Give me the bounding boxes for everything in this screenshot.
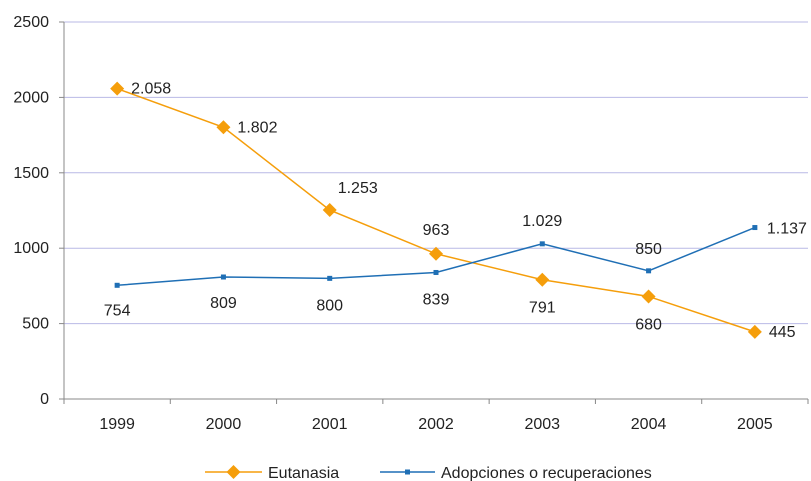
data-point bbox=[433, 269, 439, 275]
series-adopciones: 754 809 800 839 1.029 850 1.137 bbox=[104, 213, 807, 319]
data-label: 839 bbox=[423, 291, 450, 308]
data-point bbox=[747, 324, 762, 339]
data-label: 1.802 bbox=[237, 119, 277, 136]
data-label: 1.137 bbox=[767, 221, 807, 238]
data-label: 800 bbox=[316, 297, 343, 314]
x-tick-labels: 1999 2000 2001 2002 2003 2004 2005 bbox=[63, 399, 809, 433]
legend: Eutanasia Adopciones o recuperaciones bbox=[205, 465, 652, 481]
data-label: 850 bbox=[635, 241, 662, 258]
data-point bbox=[114, 282, 120, 288]
x-tick-label: 2003 bbox=[524, 416, 560, 433]
y-tick-label: 2500 bbox=[13, 14, 49, 31]
x-tick-label: 2005 bbox=[737, 416, 773, 433]
y-tick-label: 1000 bbox=[13, 240, 49, 257]
data-point bbox=[641, 289, 656, 304]
data-label: 1.253 bbox=[338, 180, 378, 197]
data-label: 2.058 bbox=[131, 81, 171, 98]
data-point bbox=[110, 81, 125, 96]
x-tick-label: 2004 bbox=[631, 416, 667, 433]
y-tick-labels: 0 500 1000 1500 2000 2500 bbox=[13, 14, 49, 408]
legend-label-eutanasia: Eutanasia bbox=[268, 465, 339, 481]
data-point bbox=[429, 246, 443, 261]
legend-label-adopciones: Adopciones o recuperaciones bbox=[441, 465, 652, 481]
legend-marker-eutanasia bbox=[226, 465, 241, 479]
x-tick-label: 2002 bbox=[418, 416, 454, 433]
data-point bbox=[327, 275, 333, 281]
data-label: 1.029 bbox=[522, 213, 562, 230]
data-label: 754 bbox=[104, 302, 131, 319]
data-point bbox=[322, 203, 337, 218]
data-label: 445 bbox=[769, 324, 796, 341]
data-point bbox=[539, 241, 545, 247]
series-group: 2.058 1.802 1.253 963 791 680 445 754 809 800 839 1… bbox=[104, 81, 807, 341]
legend-marker-adopciones bbox=[405, 469, 410, 475]
x-tick-label: 2000 bbox=[206, 416, 242, 433]
data-point bbox=[646, 268, 652, 274]
data-point bbox=[752, 225, 758, 231]
x-tick-label: 2001 bbox=[312, 416, 348, 433]
data-label: 680 bbox=[635, 316, 662, 333]
y-tick-label: 1500 bbox=[13, 165, 49, 182]
data-label: 963 bbox=[423, 222, 450, 239]
gridlines bbox=[59, 21, 808, 400]
data-point bbox=[535, 272, 550, 287]
data-label: 809 bbox=[210, 295, 237, 312]
y-tick-label: 0 bbox=[40, 391, 49, 408]
axes bbox=[63, 22, 808, 400]
y-tick-label: 2000 bbox=[13, 89, 49, 106]
y-tick-label: 500 bbox=[22, 316, 49, 333]
data-point bbox=[220, 274, 226, 280]
series-eutanasia: 2.058 1.802 1.253 963 791 680 445 bbox=[110, 81, 796, 341]
data-point bbox=[216, 120, 231, 135]
x-tick-label: 1999 bbox=[99, 416, 135, 433]
data-label: 791 bbox=[529, 300, 556, 317]
